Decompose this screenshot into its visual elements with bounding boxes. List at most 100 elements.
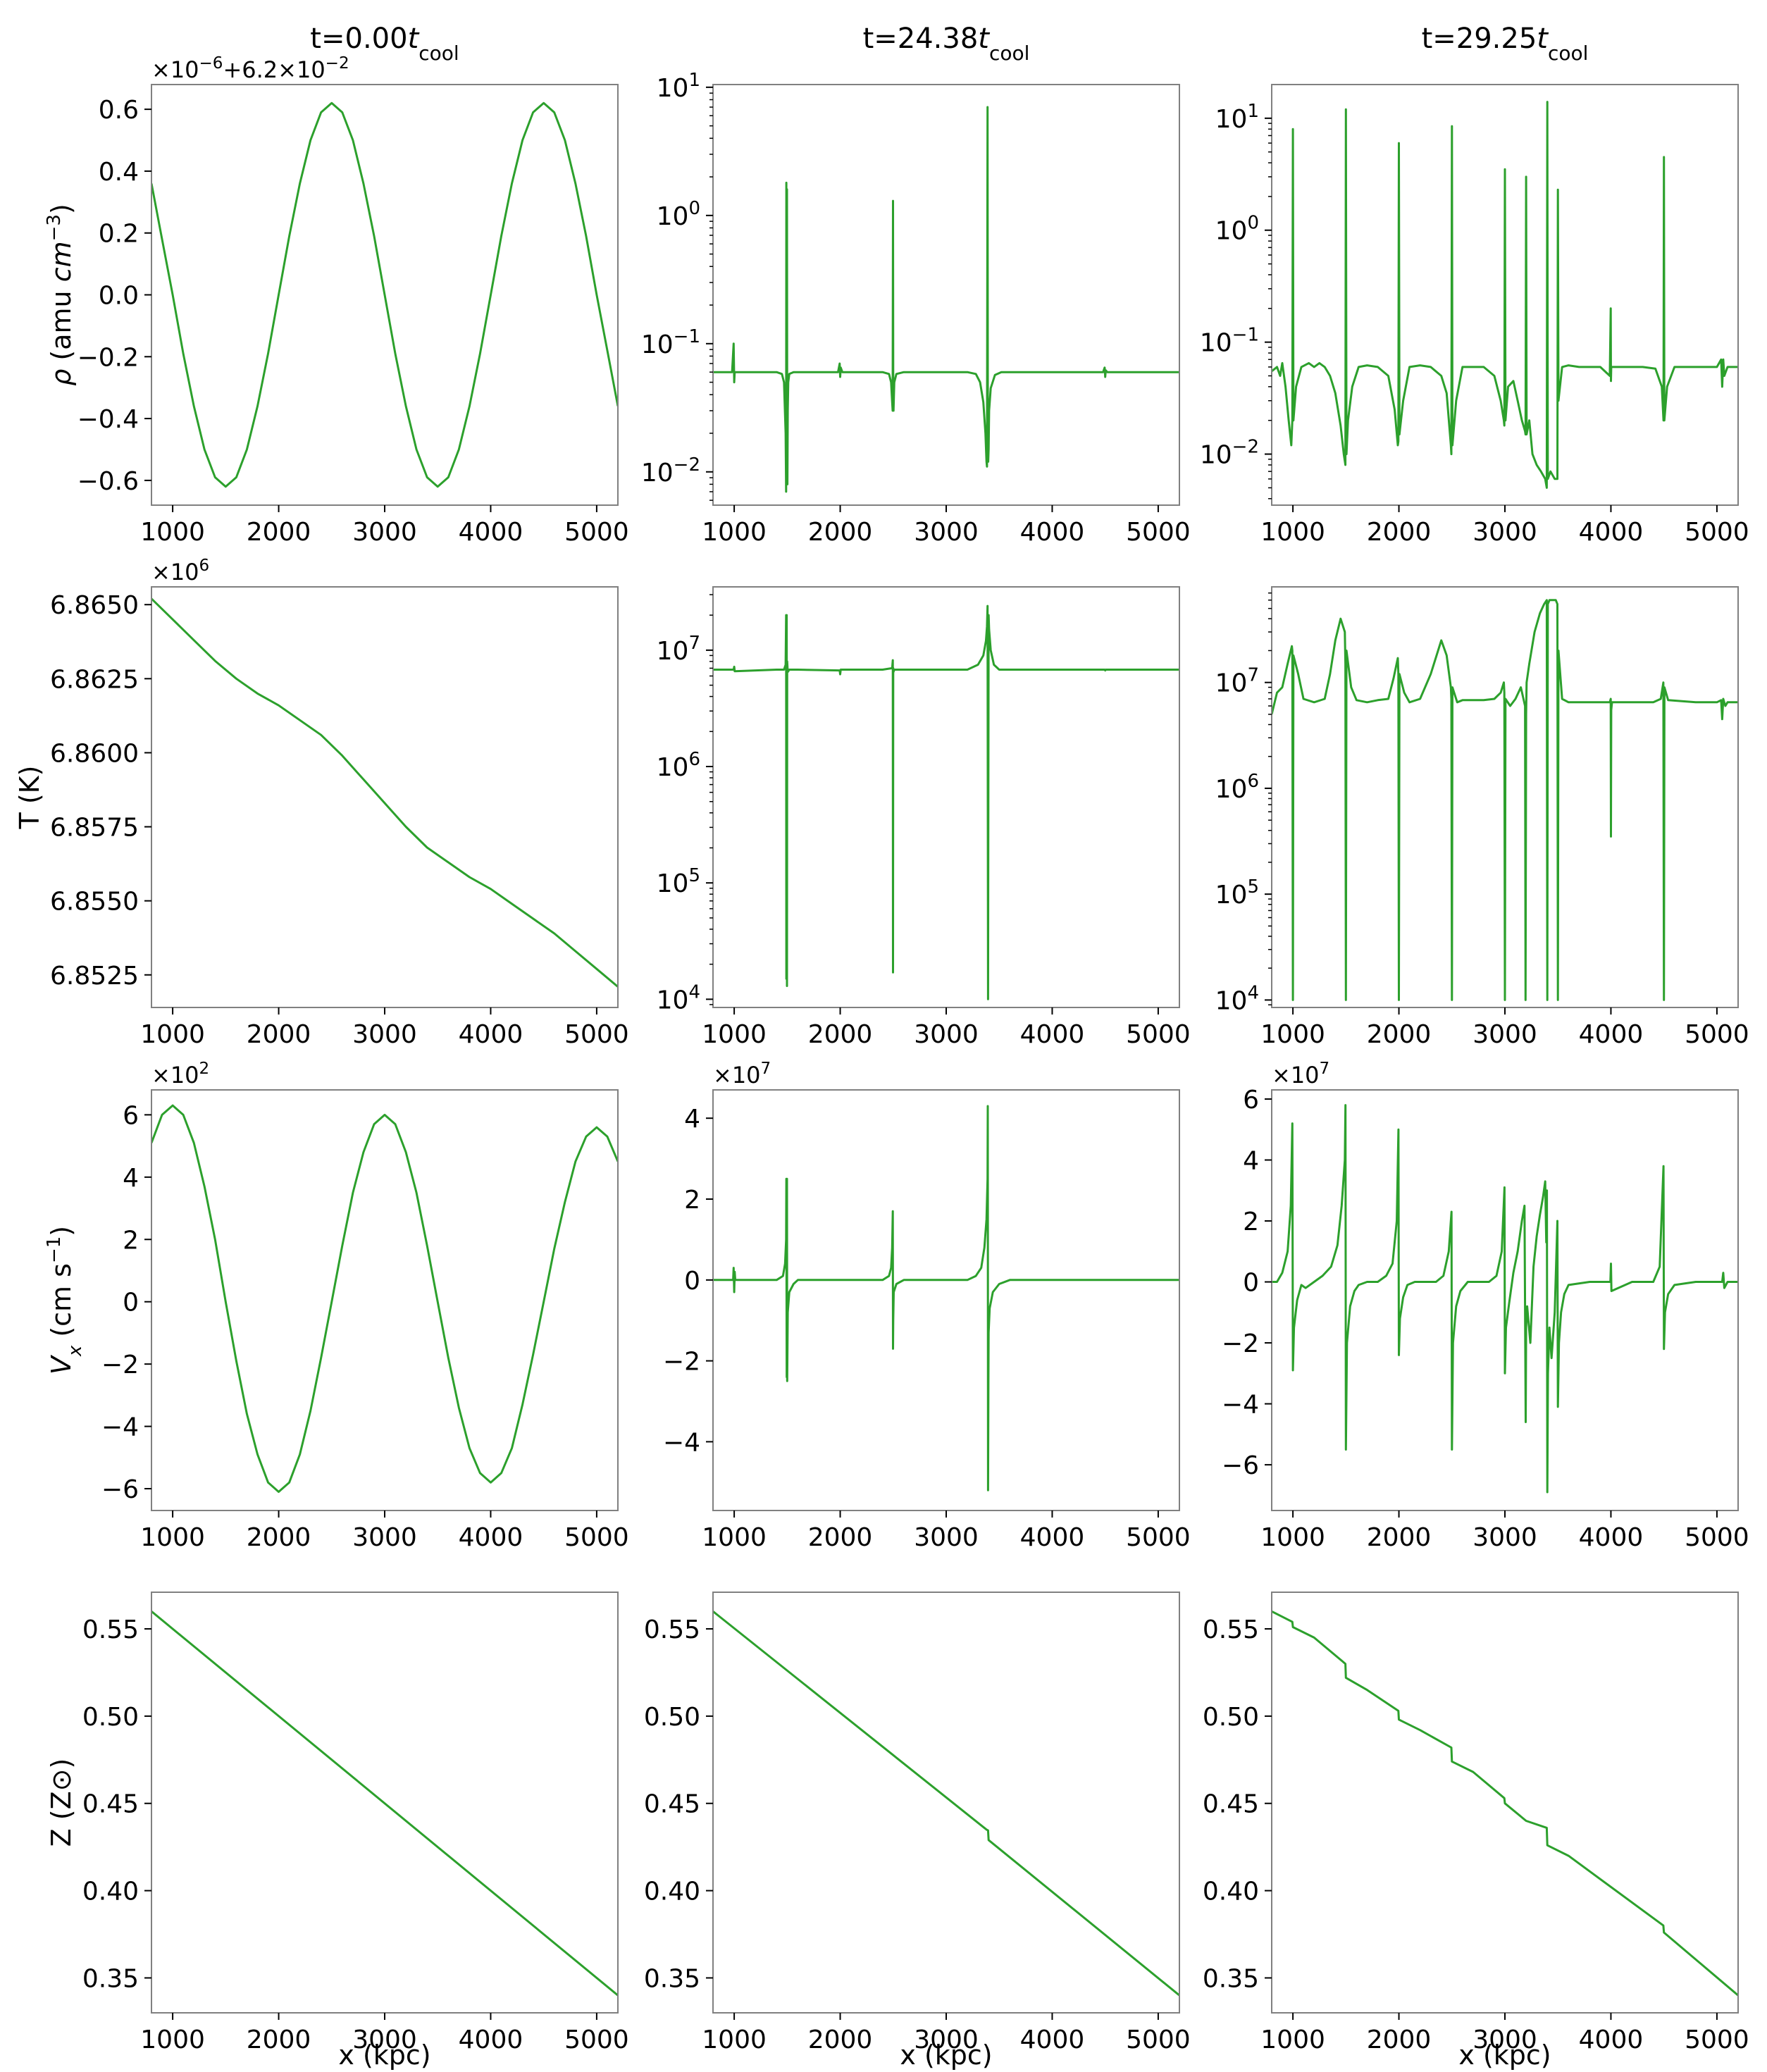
y-tick-label: 104 bbox=[1215, 982, 1259, 1015]
panel-T-t0: 1000 2000 3000 4000 5000 6.8525 6.8550 6.8575 6.… bbox=[50, 557, 629, 1049]
y-tick-label: 10−2 bbox=[641, 454, 700, 488]
x-tick-label: 4000 bbox=[1020, 1020, 1085, 1049]
x-tick-label: 1000 bbox=[702, 1020, 767, 1049]
y-tick-label: 0.45 bbox=[82, 1790, 139, 1819]
x-tick-label: 4000 bbox=[1579, 1523, 1644, 1552]
y-tick-label: 0.35 bbox=[1203, 1964, 1259, 1993]
axes-frame bbox=[712, 1089, 1180, 1511]
axis-offset-text: ×102 bbox=[151, 1060, 209, 1088]
y-tick-label: −0.6 bbox=[78, 467, 139, 496]
y-tick-label: −0.2 bbox=[78, 343, 139, 372]
x-tick-label: 1000 bbox=[1260, 2026, 1325, 2054]
series-line bbox=[1272, 101, 1738, 489]
y-tick-label: −2 bbox=[1222, 1329, 1259, 1358]
y-tick-label: 0.45 bbox=[1203, 1790, 1259, 1819]
x-tick-label: 3000 bbox=[914, 2026, 979, 2054]
y-tick-label: 0.55 bbox=[82, 1615, 139, 1644]
panel-Z-t1: 1000 2000 3000 4000 5000 0.35 0.40 0.45 0.50 0.55 bbox=[644, 1592, 1191, 2054]
x-tick-label: 3000 bbox=[352, 1523, 417, 1552]
y-tick-label: 0.55 bbox=[1203, 1615, 1259, 1644]
column-title-2: t=29.25tcool bbox=[1422, 23, 1589, 65]
y-tick-label: −2 bbox=[663, 1348, 700, 1377]
x-tick-label: 5000 bbox=[564, 1523, 629, 1552]
y-tick-label: 101 bbox=[1215, 101, 1259, 134]
axes-frame bbox=[712, 84, 1180, 506]
x-tick-label: 4000 bbox=[1020, 1523, 1085, 1552]
panel-Z-t0: 1000 2000 3000 4000 5000 0.35 0.40 0.45 0.50 0.55 bbox=[82, 1592, 629, 2054]
y-tick-label: 0 bbox=[684, 1267, 700, 1296]
series-line bbox=[151, 1104, 618, 1493]
y-tick-label: 6 bbox=[123, 1101, 139, 1130]
x-tick-label: 3000 bbox=[914, 1020, 979, 1049]
x-tick-label: 1000 bbox=[702, 518, 767, 547]
x-tick-label: 4000 bbox=[459, 518, 523, 547]
x-tick-label: 1000 bbox=[702, 1523, 767, 1552]
x-tick-label: 2000 bbox=[808, 2026, 873, 2054]
y-tick-label: −4 bbox=[1222, 1391, 1259, 1420]
axes-frame bbox=[712, 1592, 1180, 2014]
y-tick-label: 106 bbox=[657, 749, 700, 782]
y-tick-label: 0 bbox=[123, 1289, 139, 1317]
series-line bbox=[1272, 1104, 1738, 1494]
x-tick-label: 2000 bbox=[808, 1523, 873, 1552]
x-tick-label: 4000 bbox=[1579, 2026, 1644, 2054]
x-tick-label: 5000 bbox=[564, 518, 629, 547]
y-tick-label: 105 bbox=[657, 865, 700, 898]
x-tick-label: 3000 bbox=[1472, 518, 1537, 547]
x-tick-label: 5000 bbox=[1126, 2026, 1191, 2054]
y-tick-label: 4 bbox=[123, 1164, 139, 1193]
y-tick-label: 106 bbox=[1215, 771, 1259, 804]
x-tick-label: 5000 bbox=[1685, 518, 1749, 547]
y-tick-label: 101 bbox=[657, 70, 700, 103]
panel-rho-t1: 1000 2000 3000 4000 5000 10−2 10−1 100 101 bbox=[641, 70, 1191, 547]
axes-frame bbox=[151, 586, 619, 1008]
series-line bbox=[1272, 599, 1738, 1001]
x-tick-label: 4000 bbox=[459, 1523, 523, 1552]
series-line bbox=[151, 1611, 618, 1997]
y-tick-label: 0.40 bbox=[82, 1878, 139, 1906]
y-tick-label: −4 bbox=[663, 1428, 700, 1457]
y-tick-label: −4 bbox=[101, 1413, 139, 1442]
panel-Vx-t2: 1000 2000 3000 4000 5000 −6 −4 −2 0 2 4 6 ×107 bbox=[1222, 1060, 1749, 1552]
series-line bbox=[713, 1611, 1179, 1997]
row-labels: ρ (amu cm−3) T (K) Vx (cm s−1) Z (Z⊙) bbox=[14, 204, 86, 1847]
column-title-1: t=24.38tcool bbox=[863, 23, 1030, 65]
x-tick-label: 4000 bbox=[459, 1020, 523, 1049]
panel-T-t2: 1000 2000 3000 4000 5000 104 105 106 107 bbox=[1215, 586, 1749, 1049]
y-tick-label: −2 bbox=[101, 1351, 139, 1379]
x-tick-label: 3000 bbox=[914, 1523, 979, 1552]
y-tick-label: 2 bbox=[1243, 1208, 1259, 1236]
y-axis-label-row-3: Z (Z⊙) bbox=[46, 1758, 77, 1847]
x-tick-label: 2000 bbox=[247, 1523, 311, 1552]
x-axis-label-col-2: x (kpc) bbox=[1458, 2040, 1551, 2071]
axes-frame bbox=[151, 1089, 619, 1511]
y-tick-label: 4 bbox=[684, 1105, 700, 1134]
x-tick-label: 2000 bbox=[1367, 518, 1432, 547]
y-tick-label: −6 bbox=[1222, 1451, 1259, 1480]
series-line bbox=[151, 597, 618, 988]
x-tick-label: 4000 bbox=[1579, 518, 1644, 547]
y-tick-label: 0.4 bbox=[99, 158, 139, 187]
column-title-0: t=0.00tcool bbox=[310, 23, 459, 65]
x-tick-label: 1000 bbox=[1260, 1523, 1325, 1552]
x-tick-label: 5000 bbox=[1126, 518, 1191, 547]
x-tick-label: 2000 bbox=[247, 518, 311, 547]
y-tick-label: 0.50 bbox=[644, 1703, 700, 1732]
y-tick-label: 107 bbox=[657, 633, 700, 666]
y-axis-label-row-2: Vx (cm s−1) bbox=[44, 1226, 86, 1375]
column-titles: t=0.00tcool t=24.38tcool t=29.25tcool bbox=[310, 23, 1588, 65]
x-tick-label: 3000 bbox=[1472, 1523, 1537, 1552]
panel-rho-t2: 1000 2000 3000 4000 5000 10−2 10−1 100 101 bbox=[1200, 84, 1749, 547]
x-tick-label: 3000 bbox=[1472, 1020, 1537, 1049]
y-axis-label-row-0: ρ (amu cm−3) bbox=[44, 204, 77, 386]
y-tick-label: 0.50 bbox=[1203, 1703, 1259, 1732]
y-tick-label: 2 bbox=[123, 1226, 139, 1255]
x-axis-label-col-1: x (kpc) bbox=[900, 2040, 992, 2071]
panel-T-t1: 1000 2000 3000 4000 5000 104 105 106 107 bbox=[657, 586, 1191, 1049]
y-tick-label: 100 bbox=[1215, 213, 1259, 246]
x-tick-label: 2000 bbox=[247, 1020, 311, 1049]
y-tick-label: 6 bbox=[1243, 1086, 1259, 1115]
x-tick-label: 2000 bbox=[247, 2026, 311, 2054]
y-tick-label: 0.35 bbox=[82, 1964, 139, 1993]
